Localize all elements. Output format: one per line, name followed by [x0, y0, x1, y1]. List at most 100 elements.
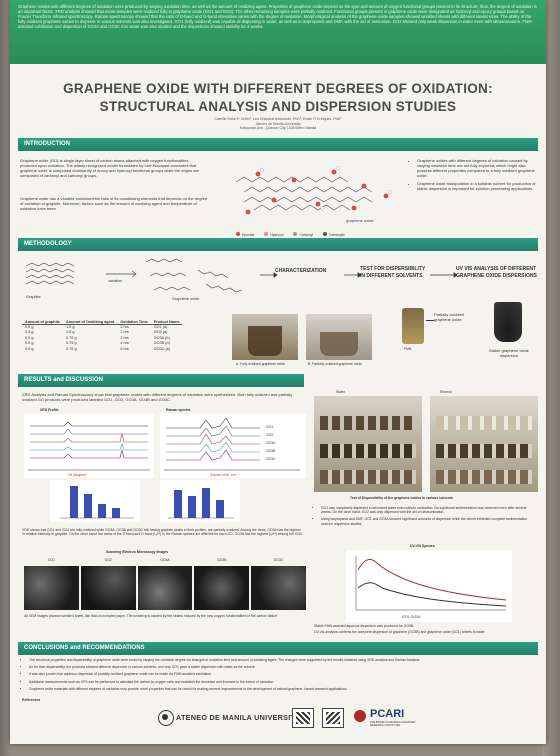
- diagram-legend: Epoxide Hydroxyl Carbonyl Carboxylic: [236, 232, 396, 237]
- fmn-vial: [402, 308, 424, 344]
- authors-block: Camille Rose P. Griño¹, Leo Cristobal Am…: [10, 117, 546, 131]
- authors: Camille Rose P. Griño¹, Leo Cristobal Am…: [214, 117, 342, 121]
- conclusions-list: The structural properties and dispersibi…: [22, 658, 538, 694]
- vial-label-water: Water: [336, 390, 345, 394]
- legend-carbonyl: Carbonyl: [293, 232, 313, 237]
- table-header: Amount of graphite: [22, 320, 64, 325]
- xrd-line-go2: [30, 428, 148, 435]
- intro-bullet-1: Graphene oxides with different degrees o…: [417, 158, 538, 178]
- conclusion-item: It was also proven that aqueous dispersi…: [29, 672, 538, 676]
- bar-go3a: [98, 504, 106, 518]
- intro-bullet-2: Graphene oxide manipulation in a suitabl…: [417, 181, 538, 191]
- legend-carboxylic: Carboxylic: [323, 232, 345, 237]
- sem-image: [137, 566, 193, 610]
- wall-right: [542, 0, 560, 756]
- raman-title: Raman spectra: [166, 408, 191, 412]
- xrd-line-go1: [30, 421, 148, 427]
- conclusion-item: Graphene oxide materials with different …: [29, 687, 538, 691]
- partner-logo-2-icon: [322, 708, 344, 728]
- xrd-title: XRD Profile: [40, 408, 59, 412]
- ratio-bar-chart-2: [160, 480, 240, 522]
- caption-photo-b: B. Partially oxidized graphene oxide: [308, 362, 362, 366]
- sem-label: GO3B: [217, 558, 227, 562]
- variation-label: variation: [108, 279, 122, 283]
- conclusion-item: As for their dispersibility, the product…: [29, 665, 538, 669]
- table-header: Amount of Oxidizing agent: [63, 320, 118, 325]
- sem-images: [24, 566, 306, 610]
- pcari-logo-text: PCARI: [370, 708, 405, 720]
- wall-left: [0, 0, 10, 756]
- caption-photo-a: A. Fully oxidized graphene oxide: [236, 362, 286, 366]
- raman-legend-go3a: GO3A: [266, 441, 276, 445]
- sem-image: [80, 566, 136, 610]
- vial-label-ethanol: Ethanol: [440, 390, 452, 394]
- sem-label: GO2: [104, 558, 112, 562]
- raman-legend-go1: GO1: [266, 425, 273, 429]
- results-intro: XRD Analysis and Raman Spectroscopy show…: [22, 392, 293, 402]
- fmn-arrow: [426, 320, 434, 321]
- sem-image: [24, 566, 79, 610]
- ateneo-logo-text: ATENEO DE MANILA UNIVERSITY: [176, 713, 301, 722]
- intro-paragraph-2: Graphene oxide has a variable stoichiome…: [20, 196, 208, 211]
- bar-go1: [70, 486, 78, 518]
- flow-characterization: CHARACTERIZATION: [275, 268, 327, 274]
- synthesis-scheme: Graphite variation Graphene oxide: [25, 258, 243, 301]
- go-label: Graphene oxide: [172, 297, 199, 301]
- photo-partially-oxidized: [306, 314, 372, 360]
- xrd-caption: XRD shows that GO1 and GO2 are fully-oxi…: [22, 528, 303, 537]
- abstract-text: Graphene oxides with different degrees o…: [18, 4, 537, 30]
- uvvis-caption-2: UV-Vis analysis confirms the complete di…: [314, 630, 486, 634]
- raman-legend-go2: GO2: [266, 433, 273, 437]
- table-header: Product Name: [150, 320, 183, 325]
- synthesis-table: Amount of graphite Amount of Oxidizing a…: [22, 320, 183, 352]
- sem-title: Scanning Electron Microscopy Images: [106, 550, 169, 554]
- stable-dispersion-label: Stable graphene oxide dispersion: [488, 348, 530, 358]
- legend-hydroxyl: Hydroxyl: [264, 232, 283, 237]
- xrd-line-go3b: [30, 443, 148, 451]
- pcari-emblem-icon: [354, 710, 366, 722]
- uvvis-legend: GO1 GO3A: [402, 615, 421, 619]
- graphite-label: Graphite: [26, 295, 41, 299]
- abstract-band: Graphene oxides with different degrees o…: [10, 0, 546, 64]
- section-methods: METHODOLOGY: [18, 238, 538, 251]
- title-line-2: STRUCTURAL ANALYSIS AND DISPERSION STUDI…: [99, 99, 457, 114]
- affiliation: Ateneo de Manila University: [255, 121, 301, 126]
- ratio-bar-chart: [50, 480, 140, 522]
- xrd-xlabel: 2θ (degree): [68, 473, 87, 477]
- bar-go3b: [112, 508, 120, 518]
- sem-label: GO1: [47, 558, 55, 562]
- sem-label: GO3A: [160, 558, 170, 562]
- flow-arrows: [260, 272, 458, 278]
- partner-logo-1-icon: [292, 708, 314, 728]
- flow-test-dispersibility: TEST FOR DISPERSIBILITY IN DIFFERENT SOL…: [360, 266, 426, 279]
- uvvis-title: UV-VIS Spectra: [410, 544, 435, 548]
- sem-image: [194, 566, 250, 610]
- xrd-line-go3c: [30, 449, 148, 459]
- uvvis-caption-1: Stable FMN-assisted aqueous dispersion w…: [314, 624, 415, 628]
- uvvis-line-go1: [357, 559, 507, 601]
- intro-paragraph-1: Graphene oxide (GO) is single layer shee…: [20, 158, 199, 178]
- sem-image: [251, 566, 306, 610]
- conclusion-item: Additional measurements such as XPS can …: [29, 680, 538, 684]
- graphene-oxide-structure-diagram: graphene oxide: [235, 166, 392, 223]
- dispersion-bullet-1: GO1 was completely dispersed in deionize…: [321, 506, 536, 514]
- uvvis-chart: GO1 GO3A: [346, 550, 512, 622]
- diagram-caption: graphene oxide: [346, 218, 374, 223]
- vial-photo-ethanol: [430, 396, 538, 492]
- legend-epoxide: Epoxide: [236, 232, 254, 237]
- fmn-label: FMN: [404, 347, 412, 351]
- poster: Graphene oxides with different degrees o…: [10, 0, 546, 744]
- xrd-line-go3a: [30, 433, 148, 443]
- conclusion-item: The structural properties and dispersibi…: [29, 658, 538, 662]
- synthesis-table-wrap: Amount of graphite Amount of Oxidizing a…: [22, 320, 183, 352]
- dispersion-bullets: GO1 was completely dispersed in deionize…: [314, 506, 536, 529]
- table-header: Oxidation Time: [117, 320, 151, 325]
- section-results: RESULTS and DISCUSSION: [18, 374, 304, 387]
- dispersion-bullet-2: Using isopropanol and DMF, GO1 and GO3A …: [321, 517, 536, 525]
- references-label: References: [22, 698, 41, 702]
- sem-labels-row: GO1 GO2 GO3A GO3B GO3C: [24, 558, 306, 562]
